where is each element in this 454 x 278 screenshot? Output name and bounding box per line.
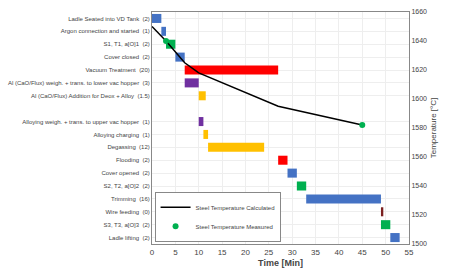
svg-text:S2, T2, a[O]2 (2): S2, T2, a[O]2 (2)	[104, 183, 150, 189]
svg-text:S3, T3, a[O]3 (2): S3, T3, a[O]3 (2)	[104, 222, 150, 228]
svg-text:Cover closed (2): Cover closed (2)	[104, 54, 150, 60]
svg-text:Al (CaO/Flux) Addition for Deo: Al (CaO/Flux) Addition for Deox + Alloy …	[31, 93, 150, 99]
svg-text:Vacuum Treatment (20): Vacuum Treatment (20)	[86, 67, 150, 73]
svg-text:45: 45	[358, 248, 367, 257]
svg-text:15: 15	[218, 248, 227, 257]
svg-text:Ladle Seated into VD Tank (2): Ladle Seated into VD Tank (2)	[68, 16, 150, 22]
svg-text:Time [Min]: Time [Min]	[258, 258, 303, 268]
svg-text:40: 40	[334, 248, 343, 257]
svg-text:50: 50	[381, 248, 390, 257]
svg-text:1560: 1560	[411, 153, 427, 160]
svg-text:Steel Temperature Measured: Steel Temperature Measured	[196, 224, 273, 230]
svg-text:Argon connection and started: Argon connection and started (1)	[61, 28, 150, 34]
svg-text:Al (CaO/Flux) weigh. + trans.: Al (CaO/Flux) weigh. + trans. to lower v…	[8, 80, 150, 86]
svg-text:Trimming (16): Trimming (16)	[111, 196, 150, 202]
svg-text:Wire feeding (0): Wire feeding (0)	[105, 209, 149, 215]
svg-text:25: 25	[264, 248, 273, 257]
svg-text:30: 30	[288, 248, 297, 257]
svg-text:Degassing (12): Degassing (12)	[107, 144, 149, 150]
svg-text:0: 0	[150, 248, 155, 257]
svg-text:20: 20	[241, 248, 250, 257]
svg-text:10: 10	[194, 248, 203, 257]
svg-text:1640: 1640	[411, 37, 427, 44]
svg-text:1500: 1500	[411, 240, 427, 247]
svg-text:Alloying charging (1): Alloying charging (1)	[93, 132, 149, 138]
svg-text:1600: 1600	[411, 95, 427, 102]
svg-text:S1, T1, a[O]1 (2): S1, T1, a[O]1 (2)	[104, 41, 150, 47]
svg-text:1580: 1580	[411, 124, 427, 131]
svg-text:55: 55	[405, 248, 414, 257]
svg-text:5: 5	[173, 248, 178, 257]
svg-text:Cover opened (2): Cover opened (2)	[101, 170, 149, 176]
svg-text:1540: 1540	[411, 182, 427, 189]
svg-text:Ladle lifting (2): Ladle lifting (2)	[109, 235, 150, 241]
svg-text:Steel Temperature Calculated: Steel Temperature Calculated	[196, 205, 275, 211]
svg-text:1520: 1520	[411, 211, 427, 218]
svg-text:1620: 1620	[411, 66, 427, 73]
svg-text:Temperature [°C]: Temperature [°C]	[429, 98, 438, 159]
svg-text:Alloying weigh. + trans. to up: Alloying weigh. + trans. to upper vac ho…	[22, 119, 150, 125]
svg-text:35: 35	[311, 248, 320, 257]
svg-text:Flooding (2): Flooding (2)	[116, 157, 150, 163]
svg-text:1660: 1660	[411, 8, 427, 15]
